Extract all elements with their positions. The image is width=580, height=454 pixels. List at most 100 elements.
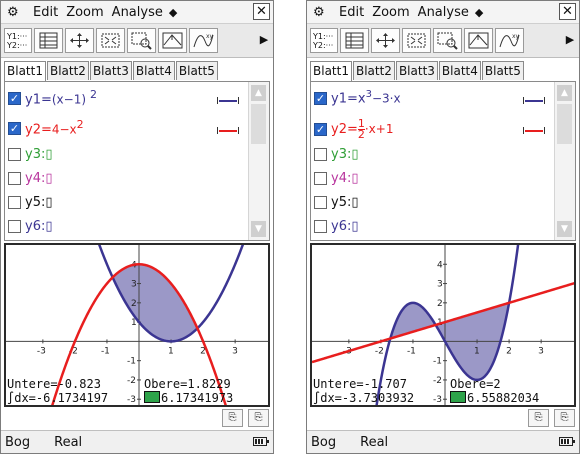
lower-bound-value: -0.823: [57, 377, 101, 391]
function-checkbox[interactable]: [8, 219, 21, 233]
table-button[interactable]: [34, 28, 63, 53]
close-button[interactable]: ✕: [253, 3, 270, 20]
analyse-graph-button[interactable]: xy: [189, 28, 218, 53]
toolbar-more-arrow-icon[interactable]: ▶: [259, 33, 269, 46]
function-row[interactable]: ✓ y2= 1 2 ·x+1: [314, 116, 393, 142]
function-editor-button[interactable]: Y1:··· Y2:···: [310, 28, 338, 53]
menu-edit[interactable]: Edit: [33, 4, 59, 20]
function-row[interactable]: ✓ y2=4−x2: [8, 118, 84, 138]
zoom-auto-button[interactable]: [402, 28, 431, 53]
function-expression[interactable]: y5:▯: [25, 195, 53, 210]
function-checkbox[interactable]: ✓: [8, 121, 21, 135]
function-expression[interactable]: y4:▯: [25, 171, 53, 186]
zoom-box-button[interactable]: [127, 28, 156, 53]
function-expression[interactable]: y2= 1 2 ·x+1: [331, 116, 394, 141]
number-mode[interactable]: Real: [360, 434, 389, 450]
tab-blatt3[interactable]: Blatt3: [395, 61, 438, 80]
function-expression[interactable]: y4:▯: [331, 171, 359, 186]
close-button[interactable]: ✕: [559, 3, 576, 20]
view-window-button[interactable]: [371, 28, 400, 53]
function-row[interactable]: ✓ y1=x3−3·x: [314, 88, 401, 108]
function-expression[interactable]: y5:▯: [331, 195, 359, 210]
paste-icon[interactable]: ⎘: [554, 409, 575, 427]
tab-blatt5[interactable]: Blatt5: [481, 61, 524, 80]
angle-mode[interactable]: Bog: [311, 434, 337, 450]
function-row[interactable]: y4:▯: [8, 168, 53, 188]
line-style-swatch[interactable]: [217, 126, 239, 136]
view-window-button[interactable]: [65, 28, 94, 53]
function-row[interactable]: ✓ y1=(x−1) 2: [8, 88, 97, 108]
scroll-up-icon[interactable]: ▲: [251, 85, 266, 101]
zoom-box-button[interactable]: [433, 28, 462, 53]
scroll-up-icon[interactable]: ▲: [557, 85, 572, 101]
scroll-down-icon[interactable]: ▼: [557, 221, 572, 237]
angle-mode[interactable]: Bog: [5, 434, 31, 450]
function-expression[interactable]: y1=(x−1) 2: [25, 88, 97, 107]
menu-more-diamond-icon[interactable]: ◆: [474, 5, 484, 19]
settings-gear-icon[interactable]: ⚙: [7, 4, 19, 20]
function-checkbox[interactable]: ✓: [314, 91, 327, 105]
function-checkbox[interactable]: [314, 195, 327, 209]
function-list-scrollbar[interactable]: ▲ ▼: [248, 82, 269, 240]
graph-window[interactable]: -3 -2 -1 1 2 3 4 3 2 1 -1 -2 -3 Untere=-0.823 Obere=…: [4, 243, 270, 407]
toolbar-more-arrow-icon[interactable]: ▶: [565, 33, 575, 46]
tab-blatt2[interactable]: Blatt2: [352, 61, 395, 80]
paste-icon[interactable]: ⎘: [248, 409, 269, 427]
function-expression[interactable]: y3:▯: [25, 147, 53, 162]
function-checkbox[interactable]: [8, 195, 21, 209]
graph-window[interactable]: -3 -2 -1 1 2 3 4 3 2 1 -1 -2 -3 Untere=-1.707 Obere=…: [310, 243, 576, 407]
function-checkbox[interactable]: ✓: [8, 91, 21, 105]
tab-blatt2[interactable]: Blatt2: [46, 61, 89, 80]
trace-button[interactable]: [464, 28, 493, 53]
scroll-down-icon[interactable]: ▼: [251, 221, 266, 237]
analyse-graph-button[interactable]: xy: [495, 28, 524, 53]
function-expression[interactable]: y2=4−x2: [25, 118, 84, 137]
tab-blatt4[interactable]: Blatt4: [438, 61, 481, 80]
function-list-scrollbar[interactable]: ▲ ▼: [554, 82, 575, 240]
function-row[interactable]: y5:▯: [8, 192, 53, 212]
menu-analyse[interactable]: Analyse: [417, 4, 469, 20]
function-checkbox[interactable]: [314, 147, 327, 161]
zoom-auto-button[interactable]: [96, 28, 125, 53]
copy-icon[interactable]: ⎘: [222, 409, 243, 427]
scroll-thumb[interactable]: [251, 104, 266, 144]
number-mode[interactable]: Real: [54, 434, 83, 450]
function-row[interactable]: y5:▯: [314, 192, 359, 212]
function-expression[interactable]: y1=x3−3·x: [331, 89, 401, 106]
function-expression[interactable]: y6:▯: [25, 219, 53, 234]
trace-button[interactable]: [158, 28, 187, 53]
line-style-swatch[interactable]: [523, 96, 545, 106]
line-style-swatch[interactable]: [217, 96, 239, 106]
table-button[interactable]: [340, 28, 369, 53]
function-checkbox[interactable]: [314, 219, 327, 233]
copy-icon[interactable]: ⎘: [528, 409, 549, 427]
menu-zoom[interactable]: Zoom: [372, 4, 410, 20]
function-checkbox[interactable]: [8, 147, 21, 161]
function-row[interactable]: y3:▯: [8, 144, 53, 164]
zoom-auto-icon: [101, 33, 120, 48]
status-bar: Bog Real: [307, 430, 579, 453]
menu-analyse[interactable]: Analyse: [111, 4, 163, 20]
menu-edit[interactable]: Edit: [339, 4, 365, 20]
settings-gear-icon[interactable]: ⚙: [313, 4, 325, 20]
function-editor-button[interactable]: Y1:··· Y2:···: [4, 28, 32, 53]
tab-blatt1[interactable]: Blatt1: [310, 61, 352, 81]
menu-zoom[interactable]: Zoom: [66, 4, 104, 20]
function-row[interactable]: y3:▯: [314, 144, 359, 164]
menu-more-diamond-icon[interactable]: ◆: [168, 5, 178, 19]
tab-blatt5[interactable]: Blatt5: [175, 61, 218, 80]
tab-blatt1[interactable]: Blatt1: [4, 61, 46, 81]
function-row[interactable]: y6:▯: [8, 216, 53, 236]
line-style-swatch[interactable]: [523, 126, 545, 136]
area-value: 6.55882034: [467, 391, 540, 405]
function-expression[interactable]: y6:▯: [331, 219, 359, 234]
function-row[interactable]: y4:▯: [314, 168, 359, 188]
function-checkbox[interactable]: [8, 171, 21, 185]
scroll-thumb[interactable]: [557, 104, 572, 144]
tab-blatt3[interactable]: Blatt3: [89, 61, 132, 80]
tab-blatt4[interactable]: Blatt4: [132, 61, 175, 80]
function-checkbox[interactable]: [314, 171, 327, 185]
function-row[interactable]: y6:▯: [314, 216, 359, 236]
function-checkbox[interactable]: ✓: [314, 122, 327, 136]
function-expression[interactable]: y3:▯: [331, 147, 359, 162]
